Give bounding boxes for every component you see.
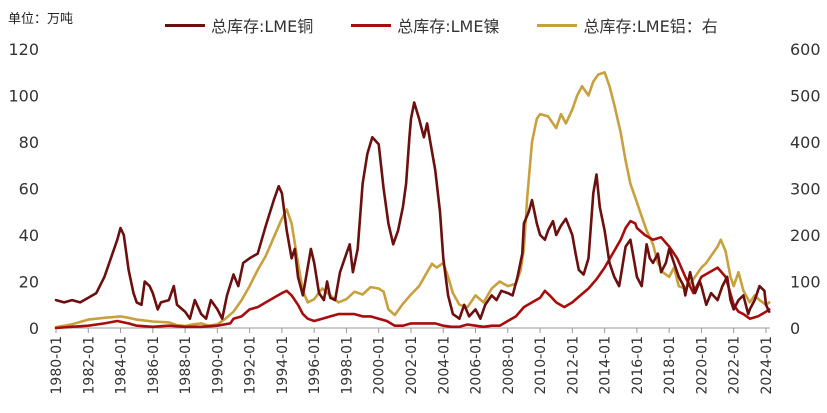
x-tick-label: 1994-01 <box>275 336 291 395</box>
x-tick-label: 1980-01 <box>49 336 65 395</box>
y-right-tick-label: 400 <box>790 133 821 152</box>
y-left-tick-label: 40 <box>19 226 39 245</box>
y-left-tick-label: 120 <box>8 40 39 59</box>
legend-item-nickel: 总库存:LME镍 <box>351 13 499 37</box>
series-line-aluminum <box>54 71 771 329</box>
x-tick-label: 1992-01 <box>243 336 259 395</box>
y-right-tick-label: 200 <box>790 226 821 245</box>
x-tick-label: 2002-01 <box>404 336 420 395</box>
legend-label-nickel: 总库存:LME镍 <box>397 17 500 36</box>
legend-item-aluminum: 总库存:LME铝：右 <box>537 13 718 37</box>
x-tick-label: 1984-01 <box>114 336 130 395</box>
y-left-tick-label: 80 <box>19 133 39 152</box>
x-tick-label: 2006-01 <box>469 336 485 395</box>
x-tick-label: 2000-01 <box>372 336 388 395</box>
x-tick-label: 2018-01 <box>662 336 678 395</box>
x-tick-label: 2016-01 <box>630 336 646 395</box>
x-tick-label: 2004-01 <box>436 336 452 395</box>
x-tick-label: 2012-01 <box>565 336 581 395</box>
y-right-tick-label: 300 <box>790 180 821 199</box>
y-right-tick-label: 0 <box>790 319 800 338</box>
x-tick-label: 2008-01 <box>501 336 517 395</box>
series-line-nickel <box>54 219 771 330</box>
y-left-tick-label: 20 <box>19 273 39 292</box>
legend-item-copper: 总库存:LME铜 <box>165 13 313 37</box>
x-tick-label: 2022-01 <box>727 336 743 395</box>
legend-swatch-copper <box>165 23 205 27</box>
y-left-tick-label: 0 <box>29 319 39 338</box>
y-left-tick-label: 60 <box>19 180 39 199</box>
x-tick-label: 1986-01 <box>146 336 162 395</box>
chart-axes: 0 20 40 60 80 100 120 0 100 200 300 400 500 600 1980-0… <box>8 40 820 395</box>
unit-label: 单位：万吨 <box>8 12 74 27</box>
x-tick-label: 1990-01 <box>210 336 226 395</box>
y-right-tick-label: 600 <box>790 40 821 59</box>
legend-label-copper: 总库存:LME铜 <box>211 17 314 36</box>
x-tick-label: 1998-01 <box>339 336 355 395</box>
x-tick-label: 1982-01 <box>81 336 97 395</box>
y-right-tick-label: 100 <box>790 273 821 292</box>
legend-swatch-aluminum <box>537 23 578 27</box>
x-tick-label: 1996-01 <box>307 336 323 395</box>
y-left-tick-label: 100 <box>8 87 39 106</box>
x-tick-label: 2020-01 <box>694 336 710 395</box>
series-line-copper <box>54 101 771 320</box>
chart-legend: 总库存:LME铜 总库存:LME镍 总库存:LME铝：右 <box>165 13 718 37</box>
x-tick-label: 2014-01 <box>598 336 614 395</box>
y-right-tick-label: 500 <box>790 87 821 106</box>
legend-label-aluminum: 总库存:LME铝：右 <box>583 17 718 36</box>
chart-series <box>54 71 771 330</box>
x-tick-label: 2010-01 <box>533 336 549 395</box>
x-tick-label: 2024-01 <box>759 336 775 395</box>
x-tick-label: 1988-01 <box>178 336 194 395</box>
legend-swatch-nickel <box>351 23 392 27</box>
